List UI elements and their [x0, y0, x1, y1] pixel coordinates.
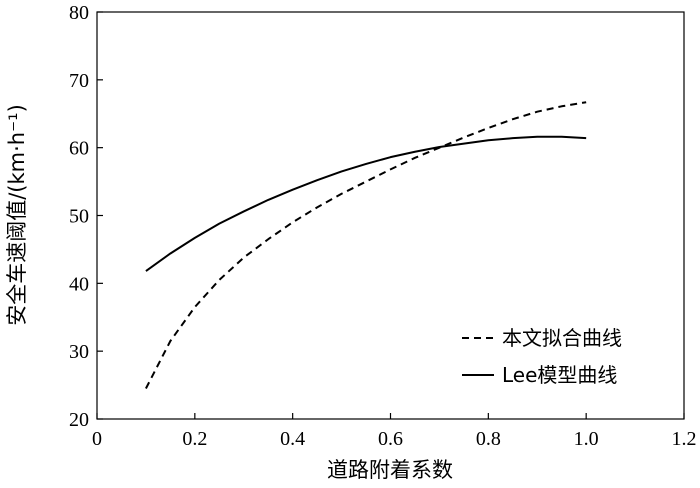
- series-line-lee: [145, 135, 587, 272]
- plot-frame: [96, 11, 685, 420]
- x-axis-label: 道路附着系数: [327, 458, 453, 482]
- x-tick-label: 0.4: [280, 428, 305, 450]
- y-tick-label: 20: [69, 409, 89, 431]
- y-tick-label: 40: [69, 273, 89, 295]
- y-tick-label: 30: [69, 341, 89, 363]
- series-line-fitted: [145, 101, 587, 389]
- x-tick-label: 1.2: [672, 428, 697, 450]
- x-tick-label: 0.2: [182, 428, 207, 450]
- legend: 本文拟合曲线 Lee模型曲线: [462, 326, 622, 387]
- x-tick-label: 0.8: [476, 428, 501, 450]
- y-tick-label: 70: [69, 70, 89, 92]
- y-axis-label: 安全车速阈值/(km·h⁻¹): [5, 104, 29, 326]
- x-tick-label: 0.6: [378, 428, 403, 450]
- x-tick-label: 1.0: [574, 428, 599, 450]
- legend-label-fitted: 本文拟合曲线: [502, 326, 622, 350]
- legend-label-lee: Lee模型曲线: [502, 363, 617, 387]
- ticks: 0 0.2 0.4 0.6 0.8 1.0 1.2 20 30 40 50 60 70 80: [69, 2, 697, 450]
- x-tick-label: 0: [92, 428, 102, 450]
- y-tick-label: 80: [69, 2, 89, 24]
- y-tick-label: 50: [69, 206, 89, 228]
- y-tick-label: 60: [69, 138, 89, 160]
- series-layer: [145, 101, 587, 389]
